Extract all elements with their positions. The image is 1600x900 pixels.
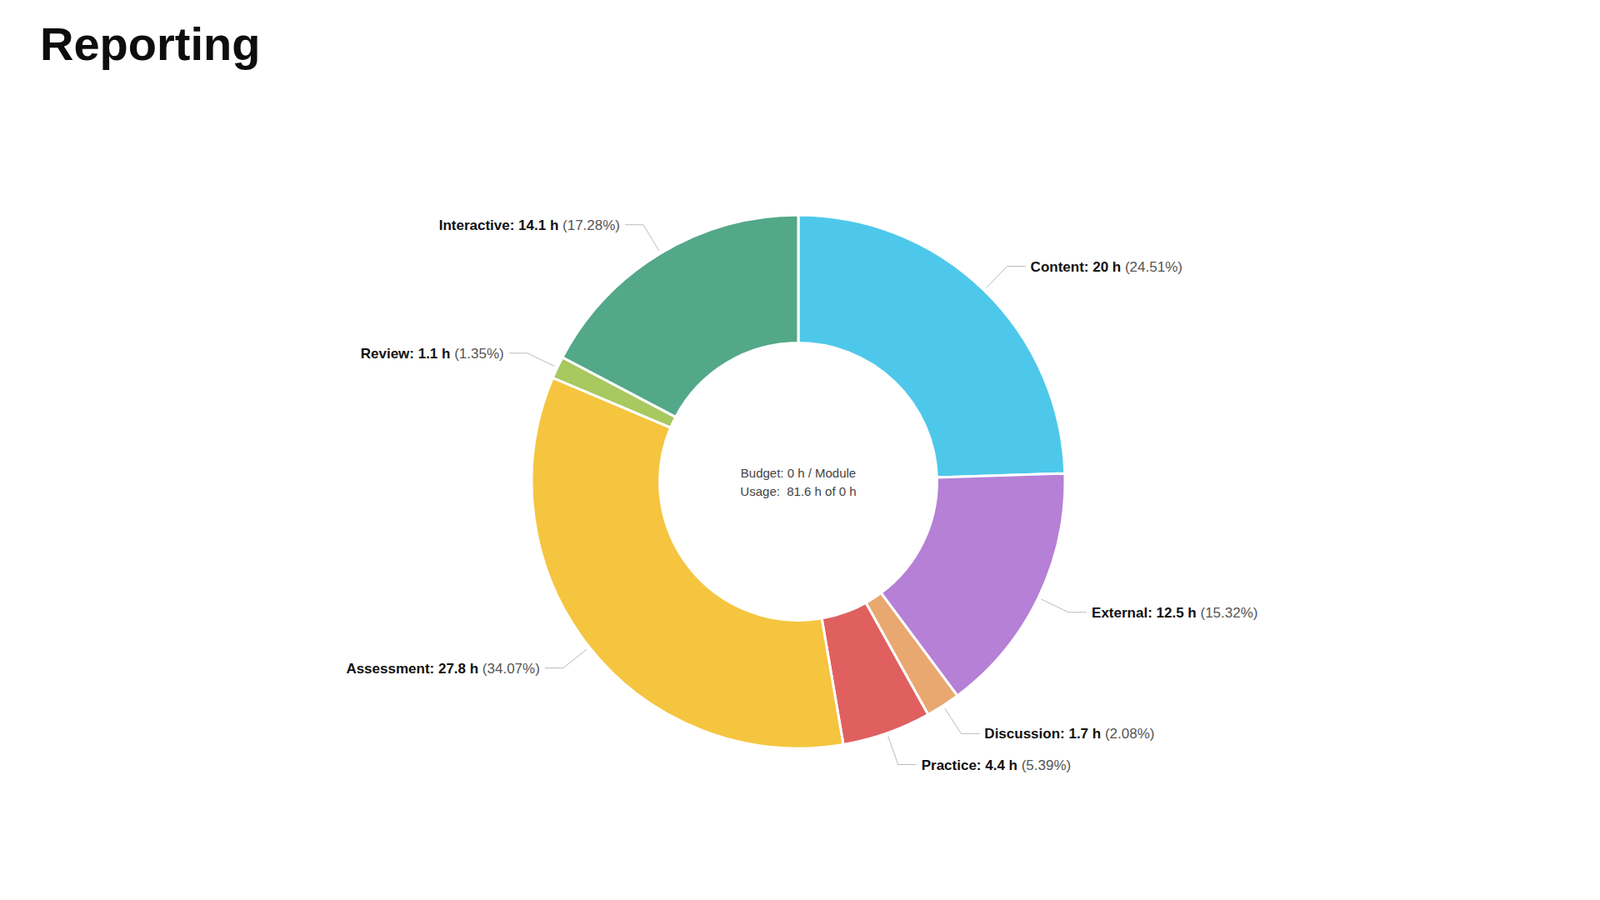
- svg-text:Budget: 0 h / Module: Budget: 0 h / Module: [740, 465, 856, 480]
- svg-text:Review: 1.1 h (1.35%): Review: 1.1 h (1.35%): [360, 345, 505, 361]
- svg-text:Discussion: 1.7 h (2.08%): Discussion: 1.7 h (2.08%): [984, 725, 1155, 742]
- svg-text:Assessment: 27.8 h (34.07%): Assessment: 27.8 h (34.07%): [345, 660, 540, 676]
- html-text:Reporting: Reporting: [40, 17, 261, 70]
- svg-text:External: 12.5 h (15.32%): External: 12.5 h (15.32%): [1091, 604, 1258, 620]
- svg-text:Content: 20 h (24.51%): Content: 20 h (24.51%): [1030, 258, 1183, 275]
- svg-text:Interactive: 14.1 h (17.28%): Interactive: 14.1 h (17.28%): [439, 216, 620, 233]
- svg-text:Usage: 81.6 h of 0 h: Usage: 81.6 h of 0 h: [740, 484, 856, 499]
- svg-text:Practice: 4.4 h (5.39%): Practice: 4.4 h (5.39%): [921, 756, 1072, 773]
